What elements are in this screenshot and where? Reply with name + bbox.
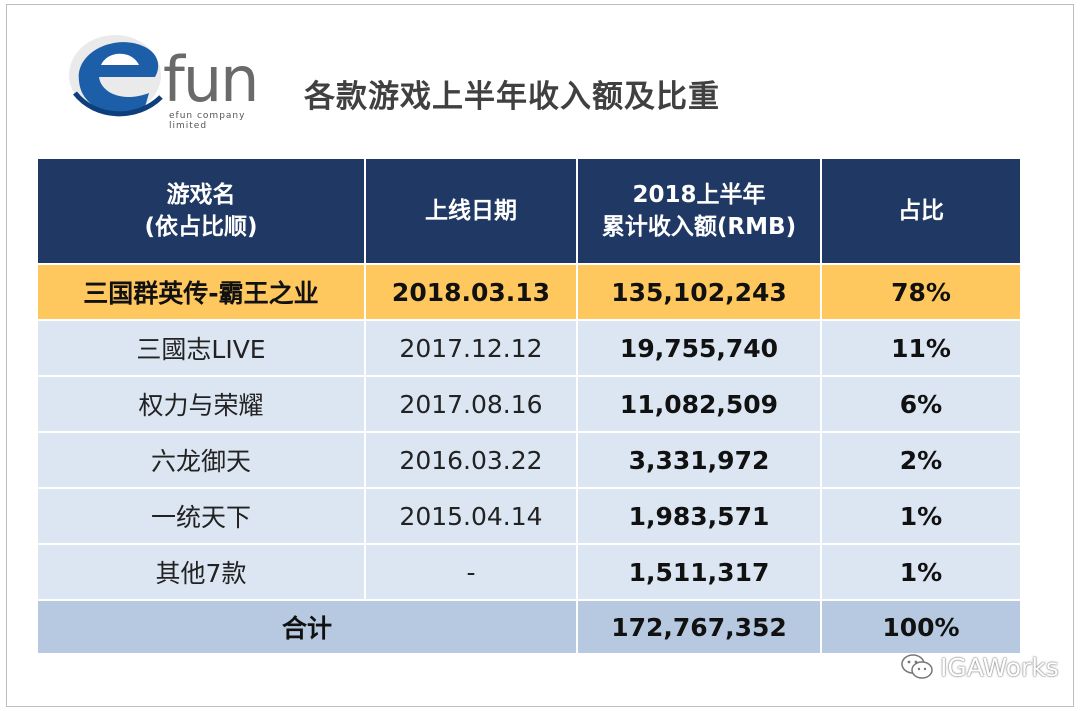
header-share: 占比 [820,157,1022,265]
header-revenue: 2018上半年 累计收入额(RMB) [576,157,822,265]
header-share-label: 占比 [898,198,944,224]
table-row-highlight: 三国群英传-霸王之业 2018.03.13 135,102,243 78% [36,263,1022,321]
cell-share: 6% [820,375,1022,433]
table-row: 三國志LIVE 2017.12.12 19,755,740 11% [36,319,1022,377]
logo-subtitle: efun company limited [169,111,246,131]
cell-name: 三国群英传-霸王之业 [36,263,366,321]
cell-total-label: 合计 [36,599,578,655]
cell-share: 1% [820,487,1022,545]
efun-e-icon [69,35,163,117]
cell-name: 一统天下 [36,487,366,545]
header-launch-date-label: 上线日期 [425,198,517,224]
cell-name: 其他7款 [36,543,366,601]
cell-date: 2018.03.13 [364,263,578,321]
header-revenue-line2: 累计收入额(RMB) [601,214,797,240]
cell-revenue: 3,331,972 [576,431,822,489]
cell-share: 2% [820,431,1022,489]
header-launch-date: 上线日期 [364,157,578,265]
cell-revenue: 1,983,571 [576,487,822,545]
logo-wordmark: fun [163,43,259,116]
watermark: IGAWorks [900,652,1059,682]
cell-date: - [364,543,578,601]
header-game-name-line2: (依占比顺) [144,214,258,240]
table-row-total: 合计 172,767,352 100% [36,599,1022,655]
cell-date: 2017.08.16 [364,375,578,433]
cell-revenue: 19,755,740 [576,319,822,377]
table-header-row: 游戏名 (依占比顺) 上线日期 2018上半年 累计收入额(RMB) 占比 [36,157,1022,265]
page-title: 各款游戏上半年收入额及比重 [304,79,720,115]
table-row: 其他7款 - 1,511,317 1% [36,543,1022,601]
wechat-icon [901,654,933,679]
cell-date: 2017.12.12 [364,319,578,377]
slide: fun efun company limited 各款游戏上半年收入额及比重 游… [6,4,1074,707]
revenue-table: 游戏名 (依占比顺) 上线日期 2018上半年 累计收入额(RMB) 占比 三国… [36,157,1022,655]
header-revenue-line1: 2018上半年 [632,182,766,208]
table-row: 权力与荣耀 2017.08.16 11,082,509 6% [36,375,1022,433]
efun-logo: fun efun company limited [65,23,275,131]
cell-total-share: 100% [820,599,1022,655]
cell-revenue: 11,082,509 [576,375,822,433]
cell-revenue: 135,102,243 [576,263,822,321]
cell-total-revenue: 172,767,352 [576,599,822,655]
header-game-name: 游戏名 (依占比顺) [36,157,366,265]
cell-date: 2016.03.22 [364,431,578,489]
cell-revenue: 1,511,317 [576,543,822,601]
table-row: 一统天下 2015.04.14 1,983,571 1% [36,487,1022,545]
cell-name: 权力与荣耀 [36,375,366,433]
cell-date: 2015.04.14 [364,487,578,545]
cell-share: 1% [820,543,1022,601]
header-game-name-line1: 游戏名 [166,182,236,208]
cell-name: 六龙御天 [36,431,366,489]
cell-share: 78% [820,263,1022,321]
cell-share: 11% [820,319,1022,377]
table-row: 六龙御天 2016.03.22 3,331,972 2% [36,431,1022,489]
watermark-text: IGAWorks [940,652,1059,682]
cell-name: 三國志LIVE [36,319,366,377]
